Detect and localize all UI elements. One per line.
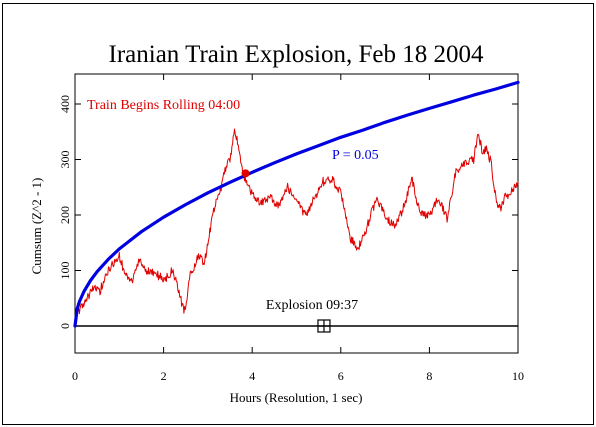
y-tick-label: 200 [58,206,72,224]
x-tick-label: 10 [512,369,524,383]
explosion-marker [317,319,331,333]
x-tick-label: 0 [72,369,78,383]
series-layer [73,80,520,328]
y-axis-label: Cumsum (Z^2 - 1) [29,178,44,275]
x-tick-label: 6 [338,369,344,383]
x-axis-ticks: 0 2 4 6 8 10 [72,74,524,383]
chart-title: Iranian Train Explosion, Feb 18 2004 [109,41,484,68]
y-axis-ticks: 0 100 200 300 400 [58,95,518,329]
annotation-explosion: Explosion 09:37 [266,298,358,313]
y-tick-label: 100 [58,262,72,280]
x-axis-label: Hours (Resolution, 1 sec) [230,390,363,405]
annotation-train-begins: Train Begins Rolling 04:00 [87,98,240,113]
x-tick-label: 4 [249,369,255,383]
cumsum-series-line [74,128,519,321]
y-tick-label: 300 [58,151,72,169]
p-value-series-line [73,80,520,328]
x-tick-label: 8 [426,369,432,383]
y-tick-label: 400 [58,95,72,113]
plot-area [74,73,519,354]
highlight-point [241,169,250,178]
annotation-p-value: P = 0.05 [332,148,379,163]
y-tick-label: 0 [58,323,72,329]
x-tick-label: 2 [161,369,167,383]
